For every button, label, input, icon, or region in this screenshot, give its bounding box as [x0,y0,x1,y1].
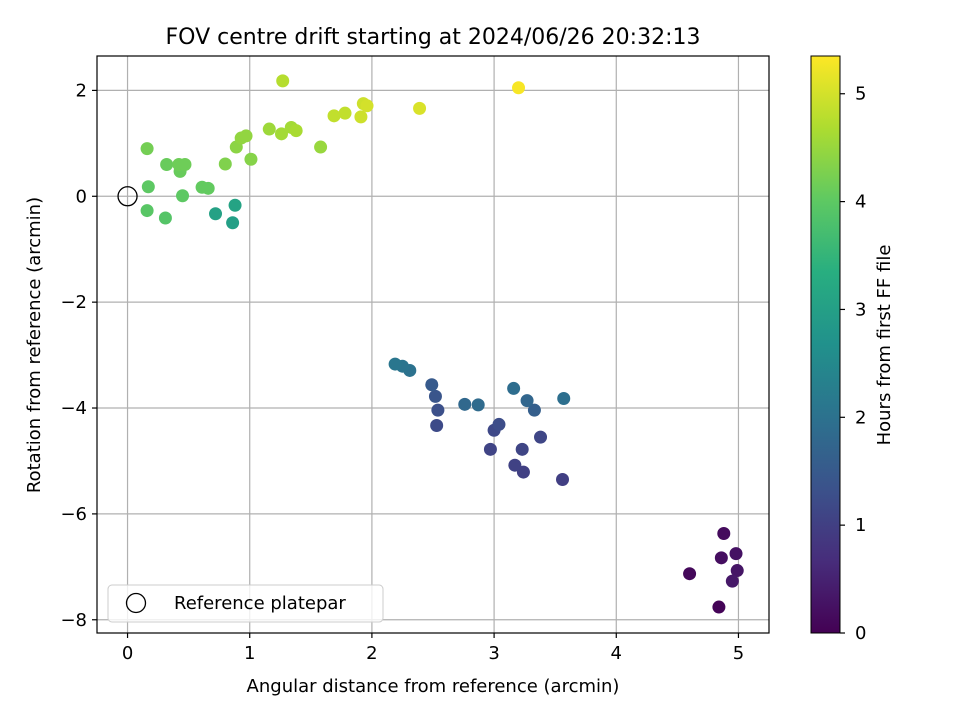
data-point [515,442,529,456]
legend-entry: Reference platepar [174,593,346,614]
x-tick-label: 5 [733,643,744,664]
colorbar-label: Hours from first FF file [874,245,895,446]
data-point [556,472,570,486]
y-tick-label: −2 [60,292,87,313]
colorbar-tick-label: 1 [855,515,866,536]
data-point [557,391,571,405]
data-point [431,403,445,417]
data-point [717,526,731,540]
data-point [507,381,521,395]
data-point [508,458,522,472]
data-point [140,142,154,156]
data-point [209,207,223,221]
data-point [239,129,253,143]
data-point [160,158,174,172]
data-point [360,99,374,113]
data-point [458,397,472,411]
y-axis-label: Rotation from reference (arcmin) [24,197,45,493]
legend-marker-icon [125,592,147,614]
data-point [730,564,744,578]
data-point [262,122,276,136]
data-point [314,140,328,154]
data-point [714,551,728,565]
data-point [176,189,190,203]
data-point [527,403,541,417]
data-point [683,567,697,581]
data-point [218,157,232,171]
data-point [729,547,743,561]
data-point [327,109,341,123]
data-point [244,152,258,166]
data-point [428,389,442,403]
x-tick-label: 2 [366,643,377,664]
y-tick-label: −8 [60,610,87,631]
data-point [226,216,240,230]
colorbar-ticks: 0 1 2 3 4 5 [840,84,866,644]
data-point [430,418,444,432]
data-point [725,574,739,588]
reference-platepar-marker [117,186,138,207]
reference-marker [117,186,138,207]
axis-ticks: 0 1 2 3 4 5 2 0 −2 −4 −6 −8 [60,80,744,664]
data-point [471,398,485,412]
data-point [712,600,726,614]
data-point [158,211,172,225]
y-tick-label: −4 [60,398,87,419]
data-point [388,357,402,371]
data-point [141,180,155,194]
data-point [483,442,497,456]
data-point [413,101,427,115]
x-tick-label: 1 [244,643,255,664]
data-point [354,110,368,124]
colorbar: 0 1 2 3 4 5 Hours from first FF file [810,55,895,644]
x-axis-label: Angular distance from reference (arcmin) [247,676,620,697]
colorbar-tick-label: 3 [855,299,866,320]
data-point [425,378,439,392]
plot-frame [96,55,770,634]
chart-title: FOV centre drift starting at 2024/06/26 … [166,25,701,50]
plot-area [97,56,769,633]
data-point [512,81,526,95]
colorbar-tick-label: 5 [855,84,866,105]
data-point [274,127,288,141]
data-points [140,74,744,614]
data-point [140,204,154,218]
data-point [178,158,192,172]
y-tick-label: 0 [76,186,87,207]
data-point [520,394,534,408]
x-tick-label: 3 [488,643,499,664]
colorbar-tick-label: 2 [855,407,866,428]
legend: Reference platepar [107,584,384,623]
x-tick-label: 4 [611,643,622,664]
colorbar-tick-label: 0 [855,623,866,644]
legend-box [107,584,384,623]
data-point [492,417,506,431]
data-point [276,74,290,88]
data-point [338,106,352,120]
data-point [201,181,215,195]
y-tick-label: −6 [60,504,87,525]
colorbar-gradient [810,55,841,634]
x-tick-label: 0 [122,643,133,664]
data-point [289,124,303,138]
y-tick-label: 2 [76,80,87,101]
data-point [534,430,548,444]
data-point [228,198,242,212]
colorbar-tick-label: 4 [855,192,866,213]
